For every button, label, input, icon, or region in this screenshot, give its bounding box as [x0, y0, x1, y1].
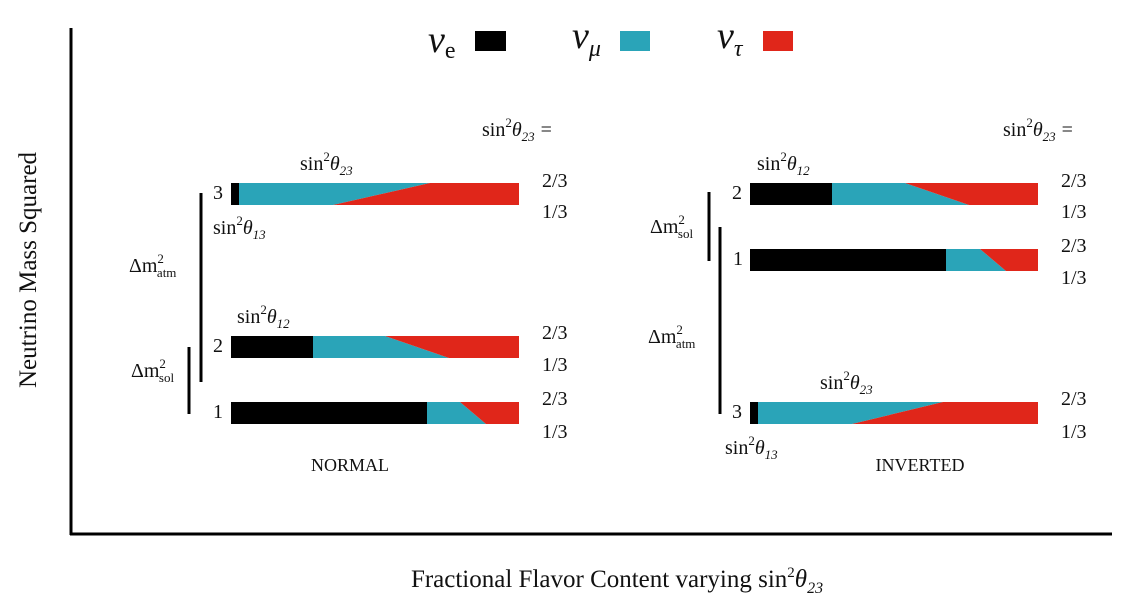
- inverted-bar-3-sin13-label: sin2θ13: [725, 433, 778, 462]
- normal-bar-2-sin12-label: sin2θ12: [237, 302, 290, 331]
- inverted-dm-atm-label: Δm2 atm: [648, 322, 695, 351]
- inverted-dm-sol-label: Δm2 sol: [650, 212, 693, 241]
- legend-item-nu-tau: ντ: [717, 15, 793, 62]
- normal-bar-2: [231, 336, 519, 358]
- inverted-bar-3-two-thirds: 2/3: [1061, 388, 1087, 410]
- inverted-bar-2: [750, 183, 1038, 205]
- legend-item-nu-mu: νμ: [572, 15, 650, 62]
- normal-level-3-label: 3: [213, 182, 223, 204]
- normal-bar-3-one-third: 1/3: [542, 201, 568, 223]
- legend-label-nu-mu: νμ: [572, 15, 601, 62]
- normal-hierarchy: sin2θ23 = 3 sin2θ23 sin2θ13 2/3 1/3 2 sin…: [129, 115, 568, 475]
- legend-label-nu-e: νe: [428, 19, 456, 64]
- legend-swatch-nu-e: [475, 31, 506, 51]
- normal-bar-3: [231, 183, 519, 205]
- normal-dm-atm-label: Δm2 atm: [129, 251, 176, 280]
- legend-swatch-nu-mu: [620, 31, 650, 51]
- normal-bar-1-one-third: 1/3: [542, 421, 568, 443]
- inverted-bar-3-sin23-label: sin2θ23: [820, 368, 873, 397]
- inverted-caption: INVERTED: [876, 455, 965, 475]
- normal-dm-sol-label: Δm2 sol: [131, 356, 174, 385]
- inverted-bar-3: [750, 402, 1038, 424]
- inverted-bar-2-sin12-label: sin2θ12: [757, 149, 810, 178]
- inverted-level-3-label: 3: [732, 401, 742, 423]
- inverted-bar-1-two-thirds: 2/3: [1061, 235, 1087, 257]
- legend: νe νμ ντ: [428, 15, 793, 64]
- normal-bar-2-one-third: 1/3: [542, 354, 568, 376]
- normal-bar-2-two-thirds: 2/3: [542, 322, 568, 344]
- normal-sin23-equals-label: sin2θ23 =: [482, 115, 552, 144]
- inverted-sin23-equals-label: sin2θ23 =: [1003, 115, 1073, 144]
- y-axis-title: Neutrino Mass Squared: [15, 151, 42, 388]
- inverted-hierarchy: sin2θ23 = 2 sin2θ12 2/3 1/3 1 2/3 1/3 3 s…: [648, 115, 1087, 475]
- normal-bar-1-two-thirds: 2/3: [542, 388, 568, 410]
- inverted-bar-2-one-third: 1/3: [1061, 201, 1087, 223]
- normal-bar-3-sin13-label: sin2θ13: [213, 213, 266, 242]
- inverted-bar-3-one-third: 1/3: [1061, 421, 1087, 443]
- normal-level-2-label: 2: [213, 335, 223, 357]
- normal-bar-1: [231, 402, 519, 424]
- normal-bar-3-two-thirds: 2/3: [542, 170, 568, 192]
- inverted-level-2-label: 2: [732, 182, 742, 204]
- x-axis-title: Fractional Flavor Content varying sin2θ2…: [411, 565, 823, 597]
- inverted-bar-1-one-third: 1/3: [1061, 267, 1087, 289]
- legend-item-nu-e: νe: [428, 19, 506, 64]
- normal-bar-3-sin23-label: sin2θ23: [300, 149, 353, 178]
- inverted-level-1-label: 1: [733, 248, 743, 270]
- normal-level-1-label: 1: [213, 401, 223, 423]
- normal-caption: NORMAL: [311, 455, 389, 475]
- legend-swatch-nu-tau: [763, 31, 793, 51]
- inverted-bar-1: [750, 249, 1038, 271]
- inverted-bar-2-two-thirds: 2/3: [1061, 170, 1087, 192]
- legend-label-nu-tau: ντ: [717, 15, 744, 62]
